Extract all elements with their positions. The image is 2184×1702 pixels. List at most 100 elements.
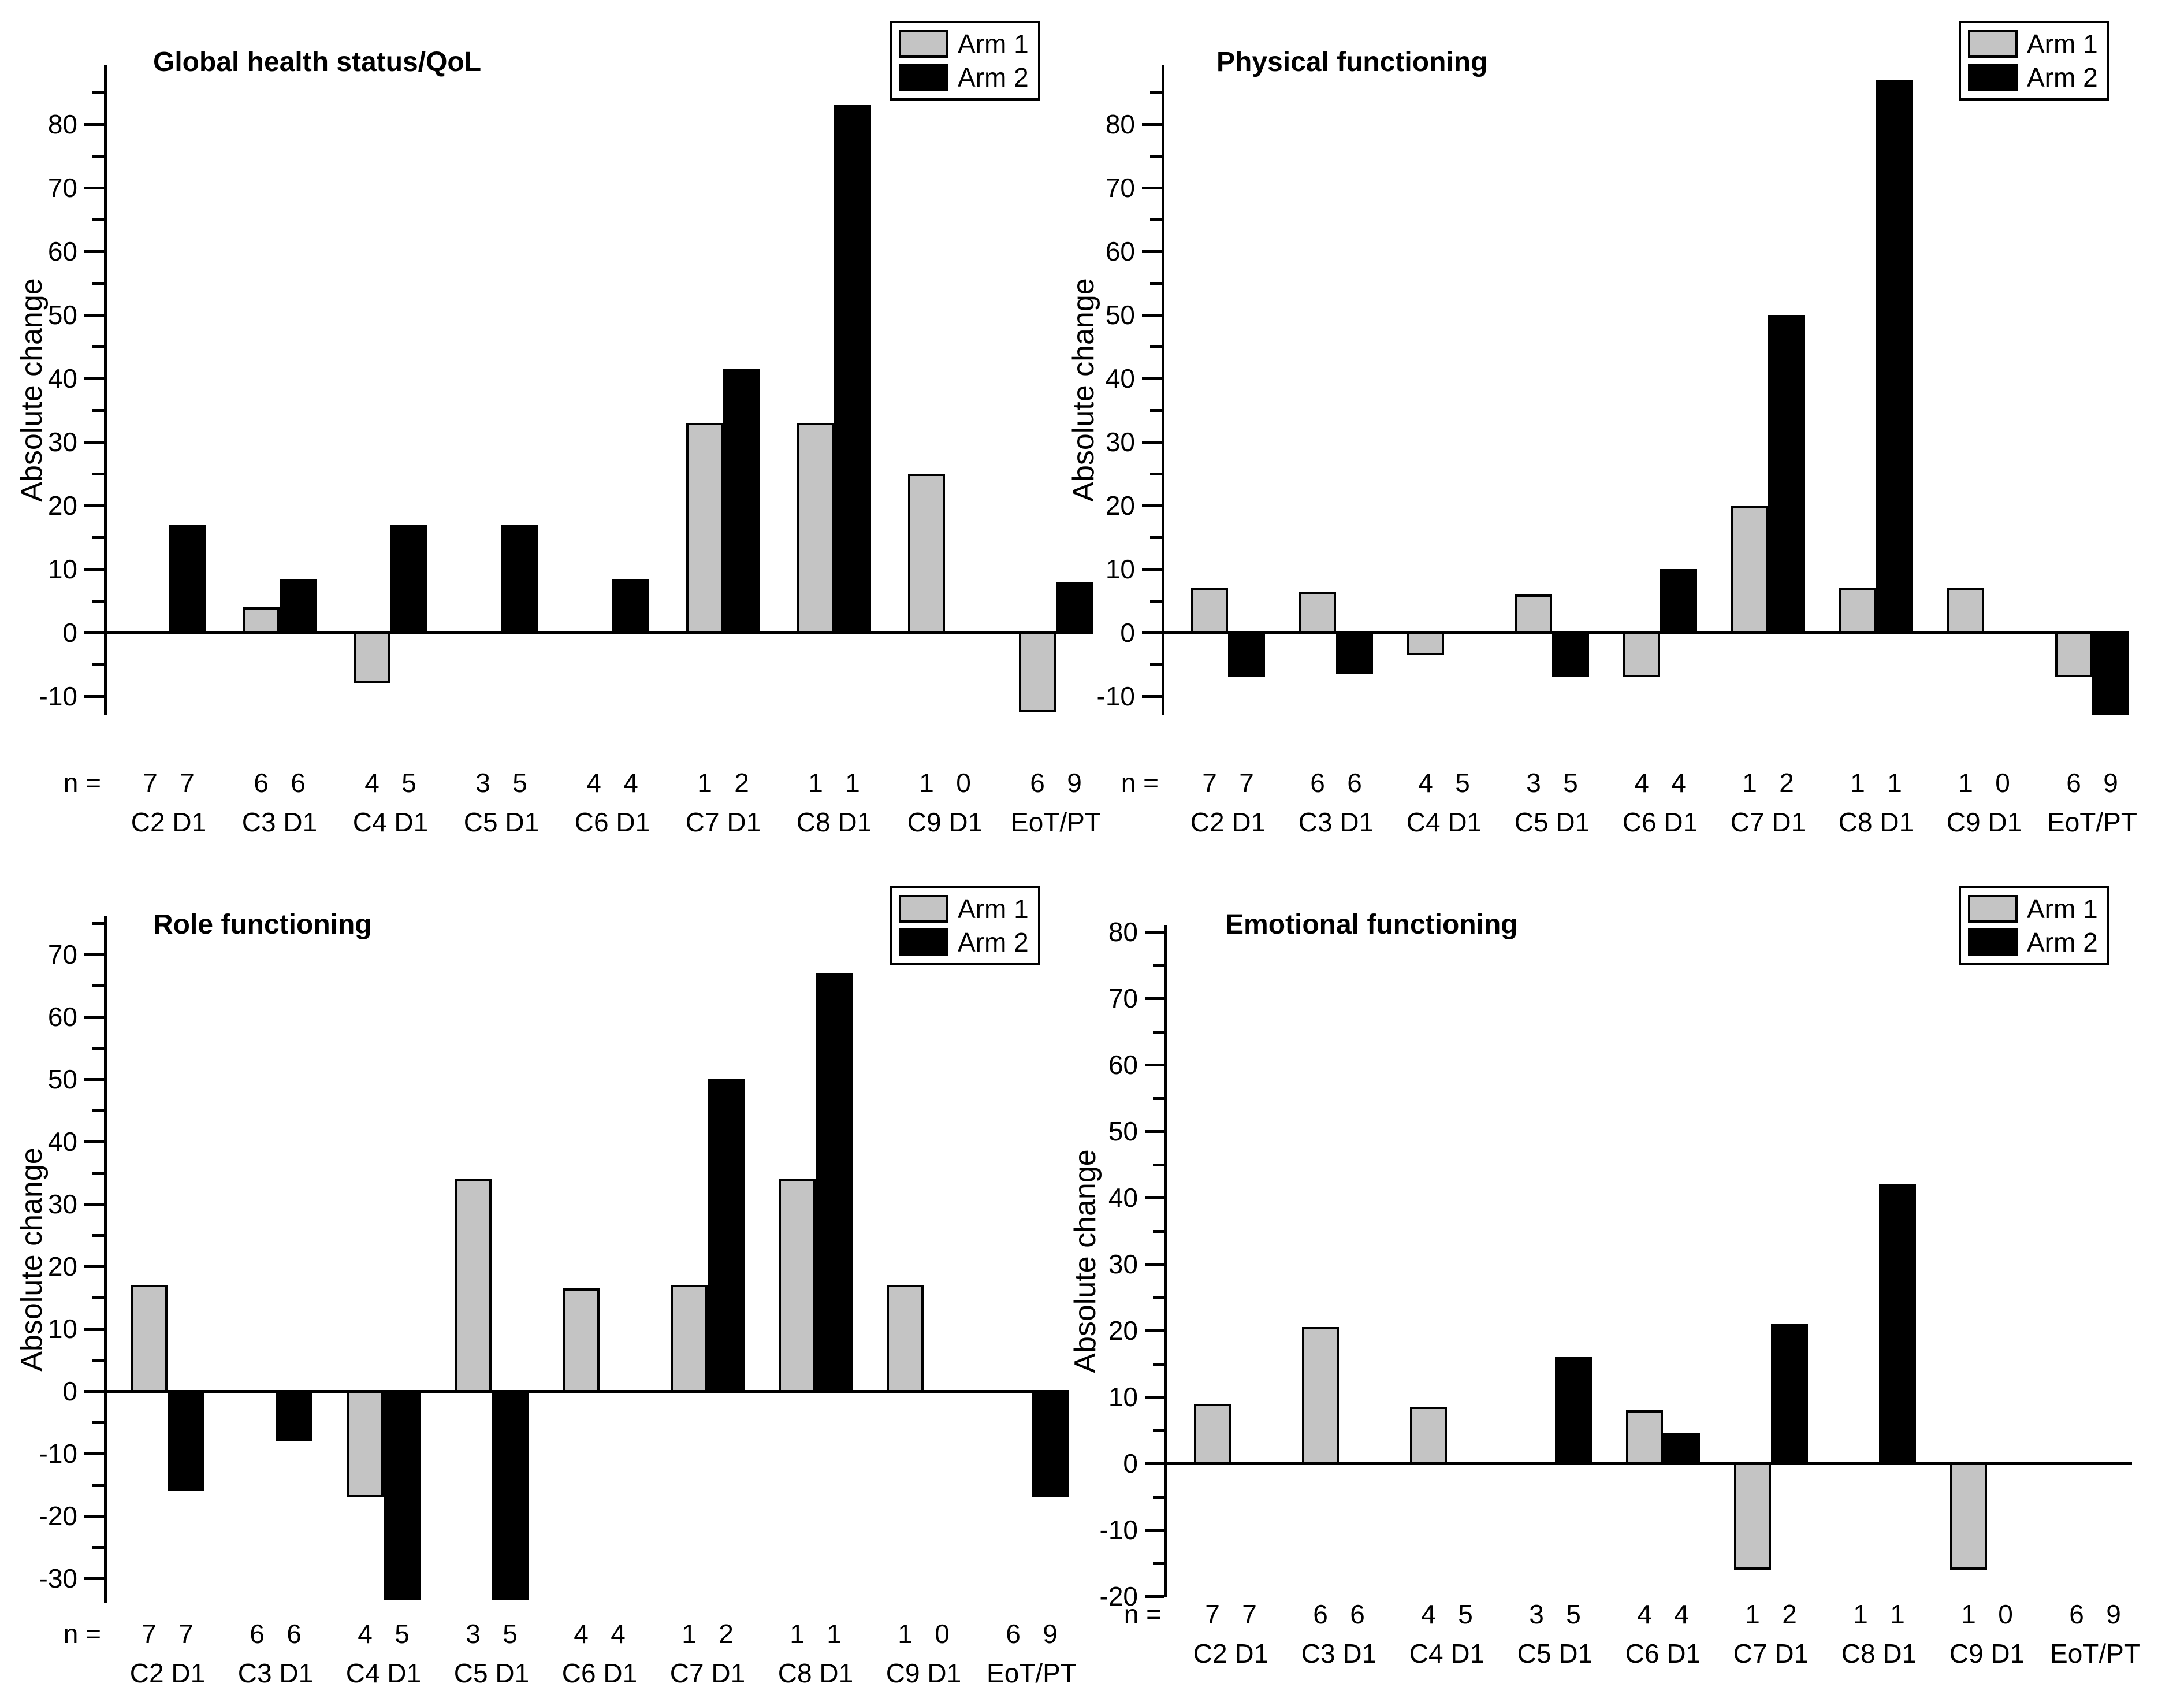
y-tick-label: 50: [47, 1064, 77, 1094]
bar-arm1-c5-d1: [1515, 594, 1552, 634]
bar-arm1-c8-d1: [1839, 588, 1876, 634]
y-tick-label: 70: [47, 939, 77, 969]
bar-arm2-c2-d1: [169, 525, 206, 634]
y-minor-tick: [92, 91, 104, 94]
y-axis-label: Absolute change: [1067, 278, 1100, 502]
n-value-arm1: 7: [143, 768, 158, 798]
y-minor-tick: [92, 1359, 104, 1362]
y-major-tick: [1142, 123, 1162, 126]
n-value-arm2: 5: [395, 1619, 410, 1649]
n-value-arm2: 7: [180, 768, 195, 798]
n-value-arm1: 4: [1421, 1599, 1436, 1629]
y-tick-label: 20: [1108, 1315, 1138, 1346]
y-tick-label: 50: [47, 300, 77, 330]
y-tick-label: 40: [1108, 1183, 1138, 1213]
bar-arm1-c9-d1: [887, 1285, 924, 1392]
panel-role-functioning: Role functioning Absolute change -30 -20 -10…: [0, 851, 1092, 1702]
y-minor-tick: [1150, 91, 1162, 94]
bar-arm1-c8-d1: [779, 1179, 816, 1392]
y-tick-label: 80: [1105, 109, 1135, 139]
n-value-arm1: 4: [1637, 1599, 1652, 1629]
legend-box: Arm 1 Arm 2: [1959, 886, 2109, 965]
n-value-arm2: 4: [611, 1619, 626, 1649]
bar-arm2-c6-d1: [1660, 569, 1697, 634]
legend-swatch-arm-2: [1968, 64, 2018, 91]
y-major-tick: [1145, 1595, 1164, 1598]
category-label: C3 D1: [1301, 1638, 1377, 1668]
n-value-arm1: 6: [2069, 1599, 2084, 1629]
y-minor-tick: [92, 984, 104, 987]
bar-arm2-eot-pt: [1032, 1390, 1069, 1497]
y-minor-tick: [1153, 1495, 1164, 1499]
y-minor-tick: [92, 663, 104, 666]
category-label: C5 D1: [1514, 807, 1590, 837]
n-value-arm2: 0: [1998, 1599, 2013, 1629]
y-major-tick: [1145, 1130, 1164, 1133]
y-tick-label: 30: [47, 427, 77, 457]
n-value-arm2: 2: [1782, 1599, 1797, 1629]
legend-item-arm-1: Arm 1: [899, 894, 1029, 924]
category-label: C2 D1: [1190, 807, 1266, 837]
bar-arm2-c8-d1: [1876, 80, 1913, 634]
legend-box: Arm 1 Arm 2: [890, 21, 1040, 101]
y-major-tick: [1145, 1396, 1164, 1399]
x-axis-zero-line: [1167, 1462, 2132, 1465]
panel-emotional-functioning: Emotional functioning Absolute change -20 -…: [1069, 851, 2184, 1702]
y-major-tick: [1142, 187, 1162, 189]
y-major-tick: [84, 953, 104, 956]
y-axis-label: Absolute change: [15, 278, 49, 502]
bar-arm2-c8-d1: [834, 105, 871, 634]
legend-swatch-arm-1: [899, 895, 948, 923]
n-value-arm1: 3: [466, 1619, 481, 1649]
y-major-tick: [84, 377, 104, 380]
n-value-arm1: 1: [790, 1619, 805, 1649]
category-label: C8 D1: [1838, 807, 1914, 837]
y-tick-label: 40: [47, 363, 77, 393]
y-major-tick: [84, 1140, 104, 1143]
n-value-arm1: 1: [898, 1619, 913, 1649]
n-value-arm1: 1: [808, 768, 823, 798]
y-major-tick: [1145, 1263, 1164, 1266]
y-major-tick: [84, 568, 104, 571]
bar-arm2-c5-d1: [501, 525, 538, 634]
n-value-arm1: 6: [250, 1619, 265, 1649]
y-minor-tick: [1150, 600, 1162, 603]
y-tick-label: 0: [62, 618, 77, 648]
n-value-arm2: 5: [1563, 768, 1578, 798]
bar-arm1-c3-d1: [1302, 1327, 1339, 1465]
y-major-tick: [1142, 441, 1162, 444]
y-major-tick: [84, 250, 104, 253]
category-label: C8 D1: [777, 1658, 854, 1688]
y-major-tick: [84, 441, 104, 444]
y-tick-label: 40: [1105, 363, 1135, 393]
bar-arm2-c7-d1: [708, 1079, 745, 1392]
n-value-arm2: 9: [1043, 1619, 1058, 1649]
bar-arm1-c9-d1: [1947, 588, 1984, 634]
y-major-tick: [1145, 931, 1164, 934]
y-minor-tick: [92, 1109, 104, 1112]
bar-arm1-c6-d1: [1623, 631, 1660, 677]
y-major-tick: [84, 1390, 104, 1393]
bar-arm1-c3-d1: [243, 607, 280, 634]
category-label: C6 D1: [561, 1658, 638, 1688]
x-axis-zero-line: [107, 631, 1093, 634]
n-value-arm1: 7: [1205, 1599, 1220, 1629]
y-minor-tick: [92, 282, 104, 285]
bar-arm2-c8-d1: [1879, 1184, 1916, 1465]
legend-box: Arm 1 Arm 2: [890, 886, 1040, 965]
category-label: C3 D1: [1298, 807, 1374, 837]
bar-arm2-c3-d1: [280, 578, 317, 634]
bar-arm1-c6-d1: [563, 1288, 600, 1392]
legend-swatch-arm-2: [1968, 928, 2018, 956]
y-minor-tick: [1153, 1030, 1164, 1034]
x-axis-zero-line: [107, 1390, 1069, 1393]
n-equals-label: n =: [1123, 1599, 1162, 1629]
category-label: C2 D1: [129, 1658, 206, 1688]
category-label: C7 D1: [1733, 1638, 1809, 1668]
bar-arm2-c7-d1: [1771, 1324, 1808, 1465]
legend-box: Arm 1 Arm 2: [1959, 21, 2109, 101]
legend-swatch-arm-2: [899, 928, 948, 956]
y-minor-tick: [1150, 473, 1162, 475]
n-value-arm1: 4: [1634, 768, 1649, 798]
